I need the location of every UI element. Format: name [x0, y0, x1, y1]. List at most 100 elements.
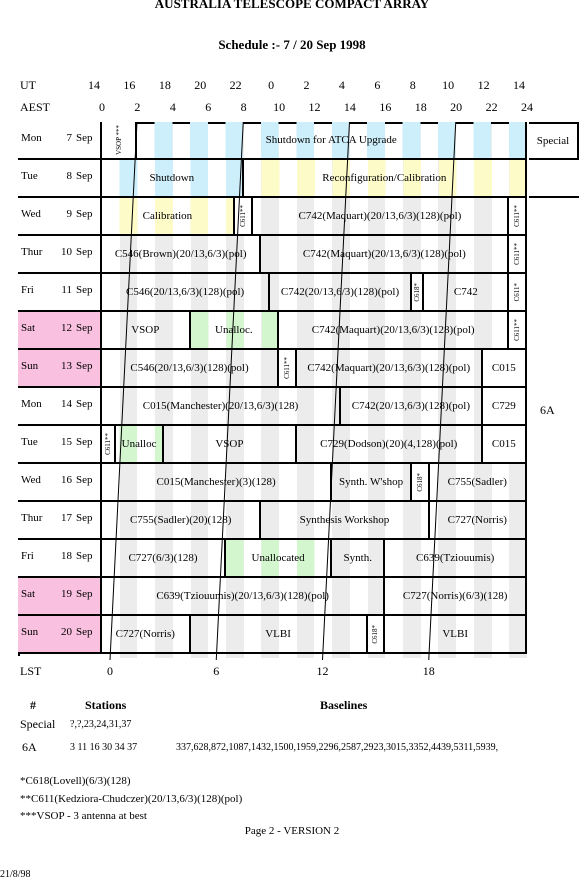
day-month: Sep	[76, 208, 93, 220]
schedule-block: VLBI	[190, 616, 368, 654]
special-config-cell: Special	[529, 122, 579, 160]
config-separator	[529, 160, 579, 198]
sixa-stations: 3 11 16 30 34 37	[70, 742, 138, 753]
special-row-label: Special	[20, 717, 56, 731]
page-footer: Page 2 - VERSION 2	[244, 825, 340, 837]
schedule-block: C727(6/3)(128)	[102, 540, 226, 578]
day-num: 12	[61, 322, 72, 334]
schedule-block: VSOP	[102, 312, 191, 350]
hour-shade	[403, 124, 421, 658]
hash-header: #	[30, 698, 36, 712]
day-label: Sat 19 Sep	[18, 578, 102, 616]
day-label: Wed 16 Sep	[18, 464, 102, 502]
day-day: Fri	[21, 550, 34, 562]
ut-tick: 18	[158, 78, 171, 92]
schedule-block: C742(Maquart)(20/13,6/3)(128)(pol)	[296, 350, 483, 388]
day-num: 19	[61, 588, 72, 600]
hour-shade	[296, 124, 315, 658]
day-label: Sat 12 Sep	[18, 312, 102, 350]
block-label: C015	[491, 362, 516, 374]
ut-tick: 6	[374, 78, 381, 92]
ut-tick: 8	[409, 78, 416, 92]
schedule-block: C742(Maquart)(20/13,6/3)(128)(pol)	[252, 198, 510, 236]
block-label: C742(20/13,6/3)(128)(pol)	[351, 400, 470, 412]
day-num: 7	[66, 132, 73, 144]
aest-tick: 22	[485, 100, 498, 114]
block-label: C742	[453, 286, 478, 298]
ut-tick: 22	[229, 78, 242, 92]
day-row: Fri 11 Sep C546(20/13,6/3)(128)(pol) C742(20…	[18, 274, 527, 312]
day-row: Tue 15 Sep C611** Unalloc VSOP C729(Dodson)(20…	[18, 426, 527, 464]
day-num: 15	[61, 436, 72, 448]
day-row: Sat 12 Sep VSOP Unalloc. C742(Maquart)(20/13,…	[18, 312, 527, 350]
aest-tick: 8	[240, 100, 247, 114]
schedule-block: Synthesis Workshop	[261, 502, 430, 540]
schedule-block: C729(Dodson)(20)(4,128)(pol)	[296, 426, 483, 464]
block-label: VSOP	[131, 324, 160, 336]
day-day: Sat	[21, 588, 36, 600]
aest-tick: 18	[414, 100, 427, 114]
day-day: Sun	[21, 626, 39, 638]
schedule-block: C729	[482, 388, 527, 426]
schedule-block: C611**	[509, 236, 527, 274]
day-num: 11	[61, 284, 72, 296]
aest-tick: 10	[273, 100, 286, 114]
day-row: Sat 19 Sep C639(Tziouumis)(20/13,6/3)(128)(…	[18, 578, 527, 616]
block-label: Unalloc.	[215, 324, 253, 336]
day-row: Wed 16 Sep C015(Manchester)(3)(128) Synth. W…	[18, 464, 527, 502]
schedule-block: C015(Manchester)(3)(128)	[102, 464, 333, 502]
page-title: AUSTRALIA TELESCOPE COMPACT ARRAY	[154, 0, 430, 11]
baselines-header: Baselines	[320, 698, 368, 712]
schedule-block: C015	[482, 350, 527, 388]
schedule-block: C546(Brown)(20/13,6/3)(pol)	[102, 236, 262, 274]
day-day: Thur	[21, 512, 43, 524]
day-num: 14	[61, 398, 72, 410]
day-label: Tue 8 Sep	[18, 160, 102, 198]
ut-tick: 2	[303, 78, 310, 92]
aest-tick: 6	[205, 100, 212, 114]
hour-shade	[155, 124, 173, 658]
day-row: Thur 10 Sep C546(Brown)(20/13,6/3)(pol) C742…	[18, 236, 527, 274]
schedule-block: C639(Tziouumis)	[385, 540, 527, 578]
schedule-block: Shutdown for ATCA Upgrade	[137, 122, 527, 160]
day-row: Mon 7 Sep VSOP *** Shutdown for ATCA Upgrade	[18, 122, 527, 160]
day-day: Sun	[21, 360, 39, 372]
day-num: 9	[66, 208, 73, 220]
block-label: C727(Norris)	[447, 514, 507, 526]
note-c618: *C618(Lovell)(6/3)(128)	[20, 775, 131, 787]
schedule-block: C618*	[411, 274, 425, 312]
block-label: C727(Norris)(6/3)(128)	[402, 590, 508, 602]
day-label: Sun 13 Sep	[18, 350, 102, 388]
schedule-block: C727(Norris)	[429, 502, 527, 540]
schedule-block: VSOP ***	[102, 122, 138, 160]
day-month: Sep	[76, 436, 93, 448]
day-month: Sep	[76, 398, 93, 410]
block-label: VLBI	[265, 628, 291, 640]
schedule-block: C727(Norris)(6/3)(128)	[385, 578, 527, 616]
block-label: C611**	[513, 243, 522, 265]
schedule-block: C742	[424, 274, 510, 312]
day-label: Thur 17 Sep	[18, 502, 102, 540]
schedule-block: C611**	[102, 426, 117, 464]
schedule-block: C611**	[234, 198, 253, 236]
sixa-baselines: 337,628,872,1087,1432,1500,1959,2296,258…	[176, 742, 499, 753]
day-label: Fri 18 Sep	[18, 540, 102, 578]
block-label: C639(Tziouumis)(20/13,6/3)(128)(pol)	[156, 590, 329, 602]
schedule-block: Synth.	[332, 540, 386, 578]
block-label: C611**	[282, 357, 291, 379]
block-label: C727(6/3)(128)	[128, 552, 198, 564]
day-num: 13	[61, 360, 72, 372]
block-label: Synth. W'shop	[338, 476, 404, 488]
schedule-block: C611**	[509, 198, 527, 236]
schedule-block: C742(20/13,6/3)(128)(pol)	[341, 388, 483, 426]
ut-tick: 20	[194, 78, 207, 92]
schedule-block: Unalloc	[116, 426, 164, 464]
block-label: C546(20/13,6/3)(128)(pol)	[130, 362, 249, 374]
day-label: Fri 11 Sep	[18, 274, 102, 312]
day-row: Thur 17 Sep C755(Sadler)(20)(128) Synthesis …	[18, 502, 527, 540]
day-label: Wed 9 Sep	[18, 198, 102, 236]
block-label: Shutdown for ATCA Upgrade	[265, 134, 397, 146]
day-month: Sep	[76, 512, 93, 524]
day-num: 17	[61, 512, 72, 524]
day-day: Wed	[21, 208, 41, 220]
